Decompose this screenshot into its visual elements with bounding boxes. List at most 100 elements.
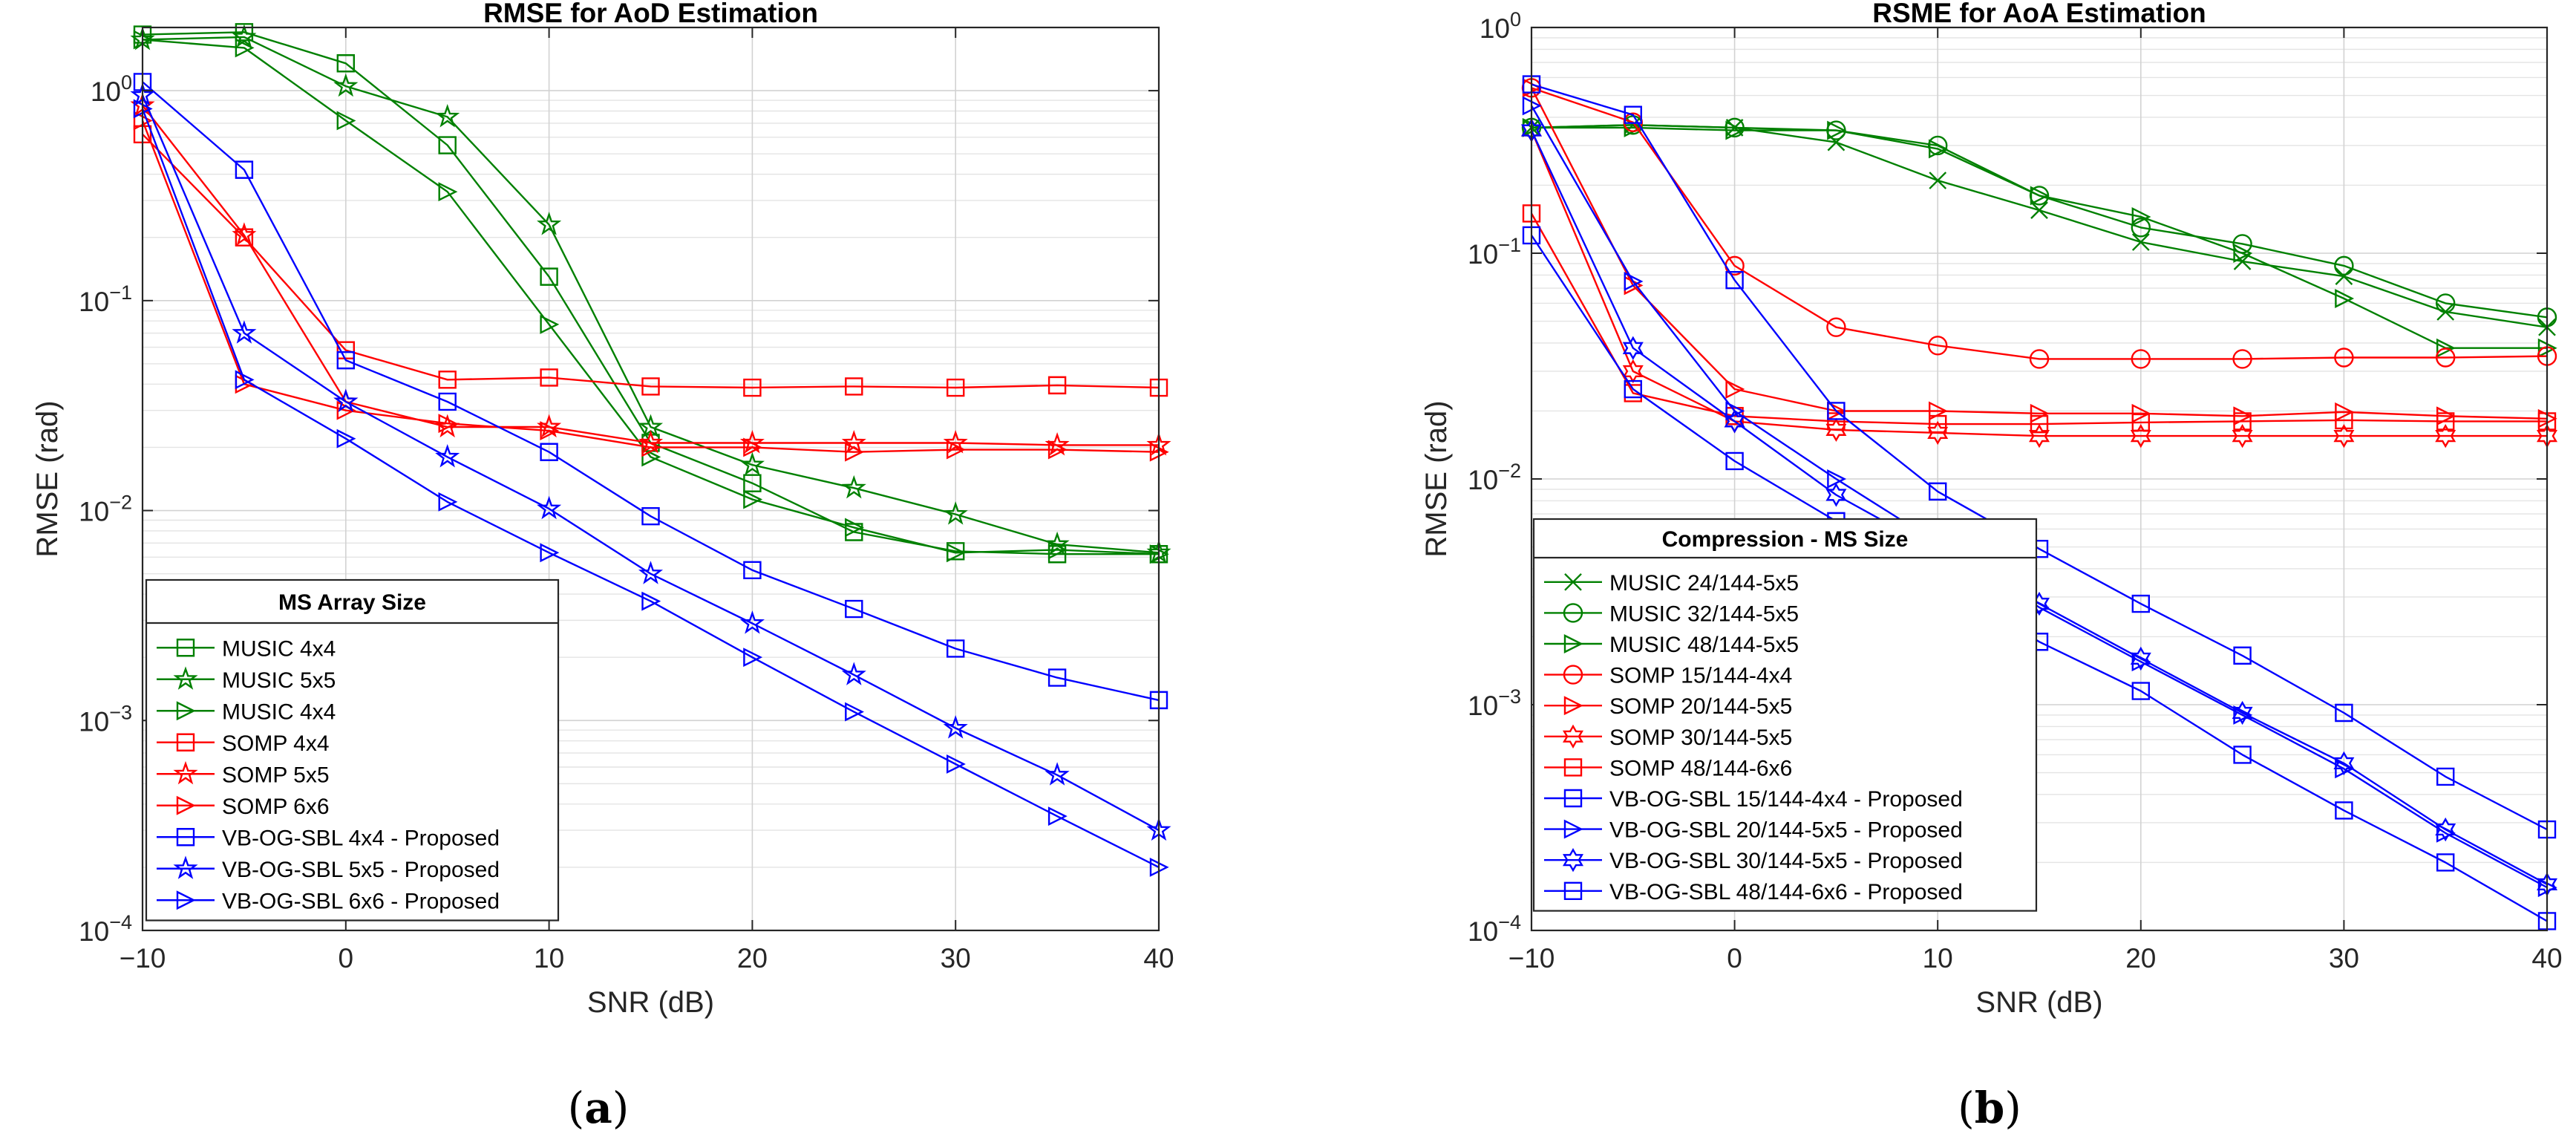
legend-label: SOMP 48/144-6x6 <box>1609 756 1792 780</box>
series-line <box>141 108 1160 868</box>
data-point <box>1825 483 1847 507</box>
data-point <box>2030 403 2050 423</box>
data-point <box>641 447 661 467</box>
data-point <box>1927 336 1948 356</box>
legend-item: VB-OG-SBL 30/144-5x5 - Proposed <box>1544 848 1963 873</box>
data-point <box>845 518 864 538</box>
legend-title: MS Array Size <box>278 590 426 615</box>
legend-marker <box>176 639 195 657</box>
data-point <box>235 160 254 179</box>
axes-box <box>141 26 1160 932</box>
legend-item: SOMP 30/144-5x5 <box>1544 724 1792 750</box>
data-point <box>2131 207 2151 226</box>
data-point <box>2436 338 2456 358</box>
panel-label: (a) <box>568 1083 630 1133</box>
legend-marker <box>176 733 195 751</box>
data-point <box>540 543 560 563</box>
data-point <box>2233 746 2252 764</box>
data-point <box>2232 700 2253 725</box>
data-point <box>943 430 968 454</box>
data-point <box>743 648 763 668</box>
data-point <box>336 111 356 131</box>
legend-label: VB-OG-SBL 15/144-4x4 - Proposed <box>1609 787 1963 812</box>
x-tick-label: 30 <box>941 943 971 973</box>
series-vb-og-sbl-30-144-5x5-proposed <box>1521 118 2557 897</box>
data-point <box>1522 226 1541 245</box>
data-point <box>2335 703 2353 723</box>
data-point <box>841 662 866 685</box>
data-point <box>537 495 562 520</box>
series-line <box>141 94 1160 832</box>
chart-aoa-rmse: −10 0 10 20 30 40 10−4 10−3 10−2 10−1 100 RSME for … <box>1420 0 2563 1133</box>
legend-item: MUSIC 5x5 <box>157 666 336 693</box>
data-point <box>947 639 965 658</box>
legend-marker <box>1564 573 1582 591</box>
data-point <box>1725 271 1744 290</box>
y-axis-label: RMSE (rad) <box>1420 400 1453 557</box>
data-point <box>435 104 460 128</box>
legend-marker <box>1563 758 1583 777</box>
data-point <box>232 222 257 246</box>
data-point <box>2131 233 2150 251</box>
data-point <box>1047 540 1068 560</box>
data-point <box>947 543 966 563</box>
chart-title: RMSE for AoD Estimation <box>483 0 818 28</box>
data-point <box>841 474 866 499</box>
data-point <box>947 440 966 460</box>
data-point <box>2435 817 2456 842</box>
data-point <box>2435 293 2456 313</box>
series-line <box>1531 83 2548 831</box>
data-point <box>336 428 356 449</box>
x-tick-label: 40 <box>1143 943 1174 973</box>
data-point <box>336 54 355 73</box>
series-line <box>141 120 1160 453</box>
data-point <box>2335 801 2353 820</box>
data-point <box>438 182 458 202</box>
data-point <box>2435 423 2456 449</box>
data-point <box>232 24 257 48</box>
data-point <box>845 377 863 396</box>
legend-item: VB-OG-SBL 48/144-6x6 - Proposed <box>1544 880 1963 904</box>
data-point <box>1522 204 1541 223</box>
data-point <box>743 378 762 397</box>
legend-label: SOMP 6x6 <box>222 795 330 819</box>
data-point <box>2334 255 2354 276</box>
data-point <box>845 599 863 619</box>
data-point <box>438 492 458 512</box>
data-point <box>1725 401 1745 421</box>
data-point <box>540 443 558 461</box>
data-point <box>638 561 664 584</box>
data-point <box>1522 75 1541 94</box>
legend-label: SOMP 30/144-5x5 <box>1609 725 1792 750</box>
legend-marker <box>176 828 195 847</box>
legend-label: VB-OG-SBL 48/144-6x6 - Proposed <box>1609 880 1963 904</box>
legend-label: SOMP 15/144-4x4 <box>1609 664 1792 688</box>
data-point <box>2030 186 2050 206</box>
legend-item: MUSIC 4x4 <box>157 699 336 724</box>
series-group <box>130 23 1171 877</box>
data-point <box>2333 423 2355 449</box>
legend-marker <box>173 666 198 690</box>
data-point <box>1929 139 1948 159</box>
legend-label: SOMP 4x4 <box>222 731 330 756</box>
data-point <box>1827 120 1847 140</box>
legend-item: VB-OG-SBL 20/144-5x5 - Proposed <box>1544 818 1963 843</box>
legend-box <box>1532 518 2038 912</box>
x-tick-label: 30 <box>2329 943 2359 973</box>
data-point <box>2030 414 2049 434</box>
legend-label: VB-OG-SBL 6x6 - Proposed <box>222 889 500 913</box>
x-tick-label: 40 <box>2531 943 2562 973</box>
y-tick-label: 10−2 <box>1468 460 1521 495</box>
series-line <box>1530 130 2547 437</box>
data-point <box>235 370 255 390</box>
legend-label: MUSIC 32/144-5x5 <box>1609 601 1799 626</box>
data-point <box>1149 691 1168 710</box>
data-point <box>947 378 965 397</box>
data-point <box>438 136 457 154</box>
data-point <box>540 368 558 387</box>
data-point <box>641 437 661 457</box>
legend-item: VB-OG-SBL 5x5 - Proposed <box>157 855 500 882</box>
series-line <box>1530 130 2548 885</box>
data-point <box>540 314 560 334</box>
data-point <box>641 377 660 396</box>
